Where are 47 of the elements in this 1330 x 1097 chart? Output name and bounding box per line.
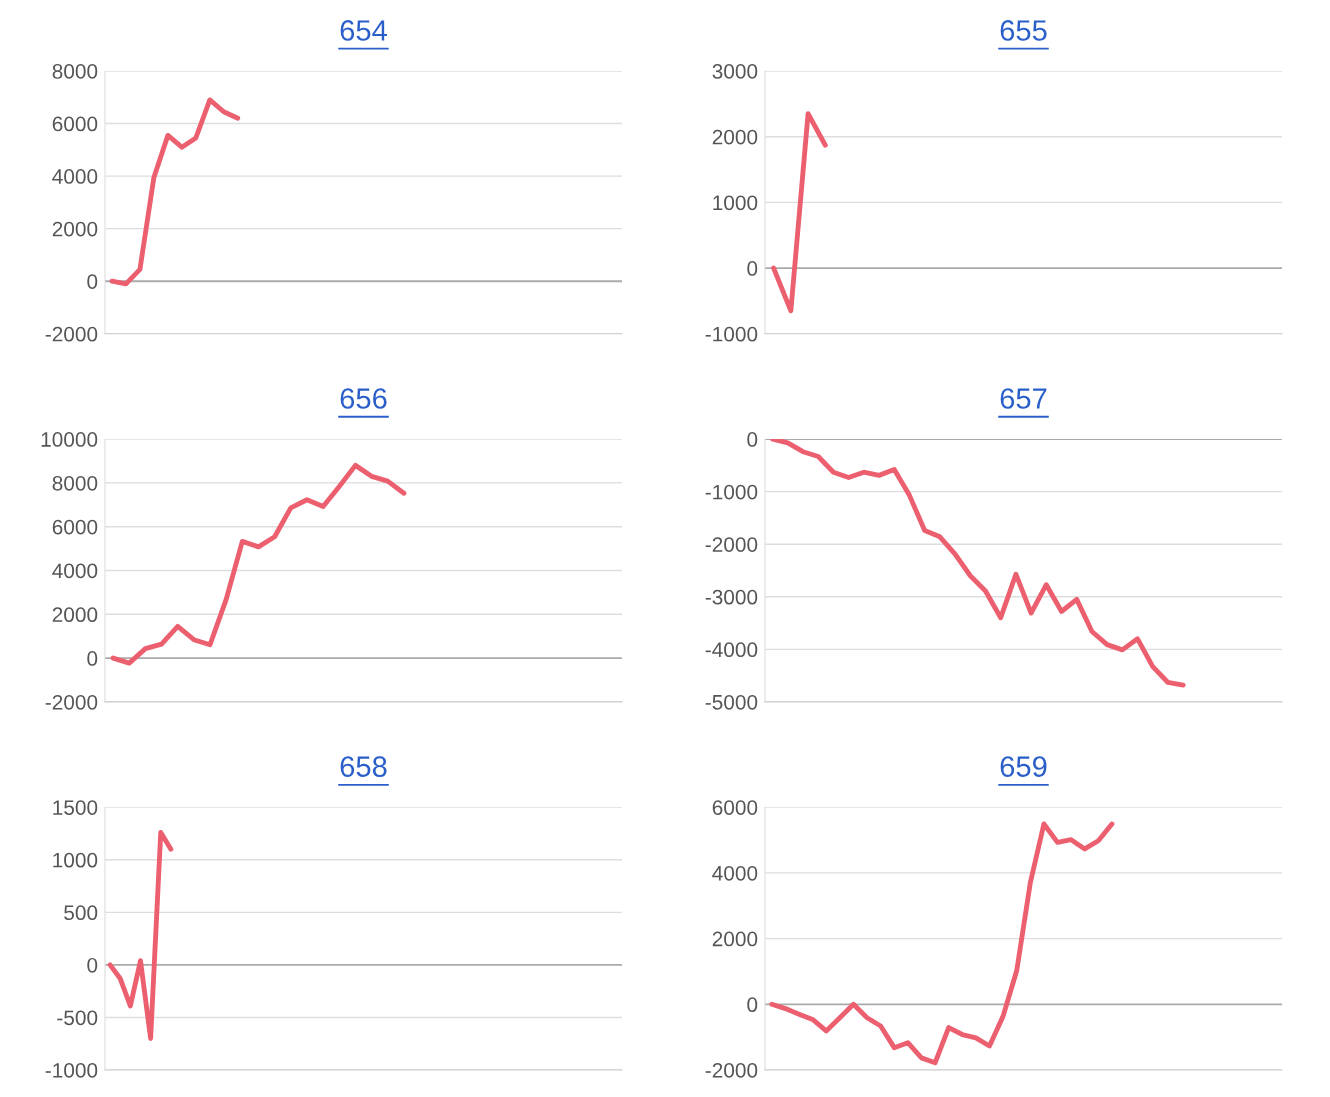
y-tick-label: 0 bbox=[87, 957, 98, 973]
y-tick-label: 2000 bbox=[52, 607, 98, 623]
y-tick-label: -4000 bbox=[705, 642, 758, 658]
y-tick-label: 1000 bbox=[53, 852, 98, 868]
y-tick-label: 6000 bbox=[712, 800, 758, 815]
line-series bbox=[107, 830, 174, 1041]
y-tick-label: -1000 bbox=[705, 484, 758, 500]
y-tick-label: -500 bbox=[57, 1010, 98, 1026]
y-tick-label: -3000 bbox=[705, 589, 758, 605]
y-tick-label: -2000 bbox=[705, 1063, 758, 1078]
y-tick-label: 1500 bbox=[53, 800, 98, 815]
y-tick-label: 0 bbox=[87, 651, 98, 666]
y-tick-label: 6000 bbox=[52, 116, 98, 132]
y-tick-label: 2000 bbox=[712, 129, 758, 145]
chart-title: 659 bbox=[1000, 756, 1047, 777]
y-tick-label: -5000 bbox=[705, 694, 758, 710]
chart-title: 656 bbox=[340, 388, 387, 409]
y-tick-label: 2000 bbox=[712, 931, 758, 947]
line-series bbox=[110, 462, 407, 666]
y-tick-label: -2000 bbox=[705, 537, 758, 552]
y-tick-label: 500 bbox=[64, 905, 98, 921]
y-tick-label: 8000 bbox=[52, 64, 98, 79]
y-tick-label: 8000 bbox=[52, 475, 98, 491]
chart-title: 657 bbox=[1000, 388, 1047, 409]
y-tick-label: 1000 bbox=[713, 195, 758, 211]
y-tick-label: 3000 bbox=[712, 64, 758, 79]
chart-title: 655 bbox=[1000, 20, 1047, 41]
y-tick-label: 6000 bbox=[52, 519, 98, 535]
y-tick-label: 4000 bbox=[712, 865, 758, 881]
y-tick-label: -1000 bbox=[705, 326, 758, 342]
y-tick-label: 0 bbox=[87, 274, 98, 289]
y-tick-label: -1000 bbox=[45, 1063, 98, 1078]
chart-title: 658 bbox=[340, 756, 387, 777]
y-tick-label: 2000 bbox=[52, 221, 98, 237]
y-tick-label: 0 bbox=[747, 261, 758, 276]
line-series bbox=[771, 111, 828, 314]
y-tick-label: 10000 bbox=[41, 432, 98, 447]
y-tick-label: 0 bbox=[747, 997, 758, 1013]
y-tick-label: -2000 bbox=[45, 326, 98, 342]
y-tick-label: -2000 bbox=[45, 694, 98, 710]
y-tick-label: 4000 bbox=[52, 169, 98, 184]
line-series bbox=[770, 439, 1186, 688]
chart-title: 654 bbox=[340, 20, 387, 41]
line-series bbox=[109, 97, 241, 287]
line-series bbox=[769, 821, 1115, 1066]
y-tick-label: 4000 bbox=[52, 563, 98, 579]
y-tick-label: 0 bbox=[747, 432, 758, 447]
